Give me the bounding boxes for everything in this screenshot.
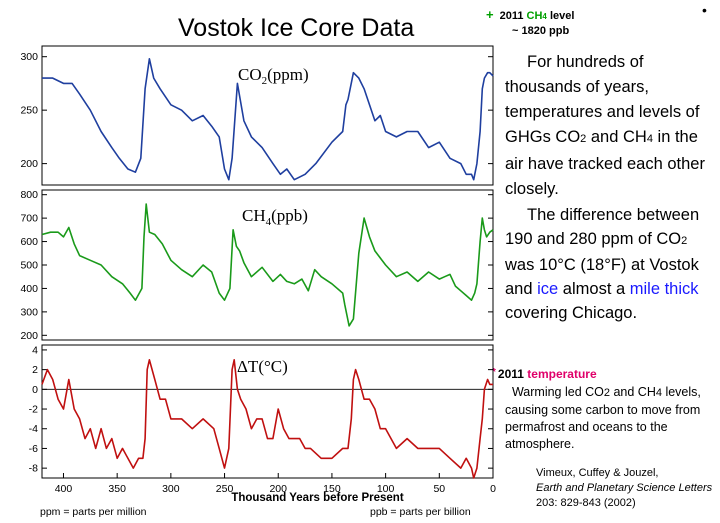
co2-panel-label: CO2(ppm): [238, 65, 309, 87]
ch4-ytick-label: 700: [20, 213, 38, 225]
xtick-label: 100: [377, 483, 395, 495]
xtick-label: 300: [162, 483, 180, 495]
temp-panel-frame: [41, 344, 494, 479]
co2-ytick-label: 300: [20, 51, 38, 63]
temp-ytick-label: 0: [32, 384, 38, 396]
co2-series-line: [42, 57, 494, 181]
ch4-level-note: +2011 CH4 level ~ 1820 ppb: [486, 8, 574, 38]
co2-ytick-label: 250: [20, 105, 38, 117]
ch4-note-level: level: [549, 10, 575, 22]
ch4-note-formula: CH4: [526, 10, 547, 22]
xtick-label: 200: [269, 483, 287, 495]
co2-ytick-label: 200: [20, 158, 38, 170]
mile-thick-link[interactable]: mile thick: [629, 280, 699, 298]
paragraph-difference: The difference between 190 and 280 ppm o…: [505, 206, 700, 322]
ch4-panel-label: CH4(ppb): [242, 206, 308, 228]
xtick-label: 0: [490, 483, 496, 495]
page-title: Vostok Ice Core Data: [178, 14, 415, 42]
x-axis-label: Thousand Years before Present: [231, 492, 404, 504]
co2-panel-frame: [41, 45, 494, 186]
ppm-footnote: ppm = parts per million: [40, 506, 147, 518]
xtick-label: 400: [55, 483, 73, 495]
temperature-word: temperature: [527, 367, 597, 381]
ch4-note-value: ~ 1820 ppb: [512, 25, 570, 37]
bullet-icon: •: [702, 2, 707, 18]
temperature-note-body: Warming led CO2 and CH4 levels, causing …: [505, 385, 701, 451]
star-marker-icon: *: [492, 367, 496, 378]
temp-ytick-label: 4: [32, 344, 38, 356]
ch4-ytick-label: 400: [20, 283, 38, 295]
ch4-note-year: 2011: [499, 10, 524, 22]
temp-ytick-label: -6: [29, 443, 38, 455]
ppb-footnote: ppb = parts per billion: [370, 506, 471, 518]
plus-marker-icon: +: [486, 7, 494, 22]
xtick-label: 350: [108, 483, 126, 495]
ch4-ytick-label: 800: [20, 189, 38, 201]
temp-ytick-label: -2: [29, 404, 38, 416]
ch4-ytick-label: 200: [20, 330, 38, 342]
ch4-series-line: [41, 203, 494, 327]
temp-ytick-label: 2: [32, 364, 38, 376]
temp-ytick-label: -4: [29, 423, 38, 435]
temp-ytick-label: -8: [29, 463, 38, 475]
temp-series-line: [41, 358, 493, 479]
ch4-ytick-label: 300: [20, 306, 38, 318]
xtick-label: 250: [216, 483, 234, 495]
xtick-label: 150: [323, 483, 341, 495]
temperature-note-heading: * 2011 temperature: [492, 367, 597, 381]
paragraph-tracking: For hundreds of thousands of years, temp…: [505, 53, 705, 198]
ice-link[interactable]: ice: [537, 280, 559, 298]
temp-panel-label: ΔT(°C): [237, 357, 288, 376]
ch4-panel-frame: [41, 189, 494, 341]
xtick-label: 50: [433, 483, 445, 495]
citation: Vimeux, Cuffey & Jouzel, Earth and Plane…: [536, 467, 713, 509]
ch4-ytick-label: 600: [20, 236, 38, 248]
ch4-ytick-label: 500: [20, 260, 38, 272]
